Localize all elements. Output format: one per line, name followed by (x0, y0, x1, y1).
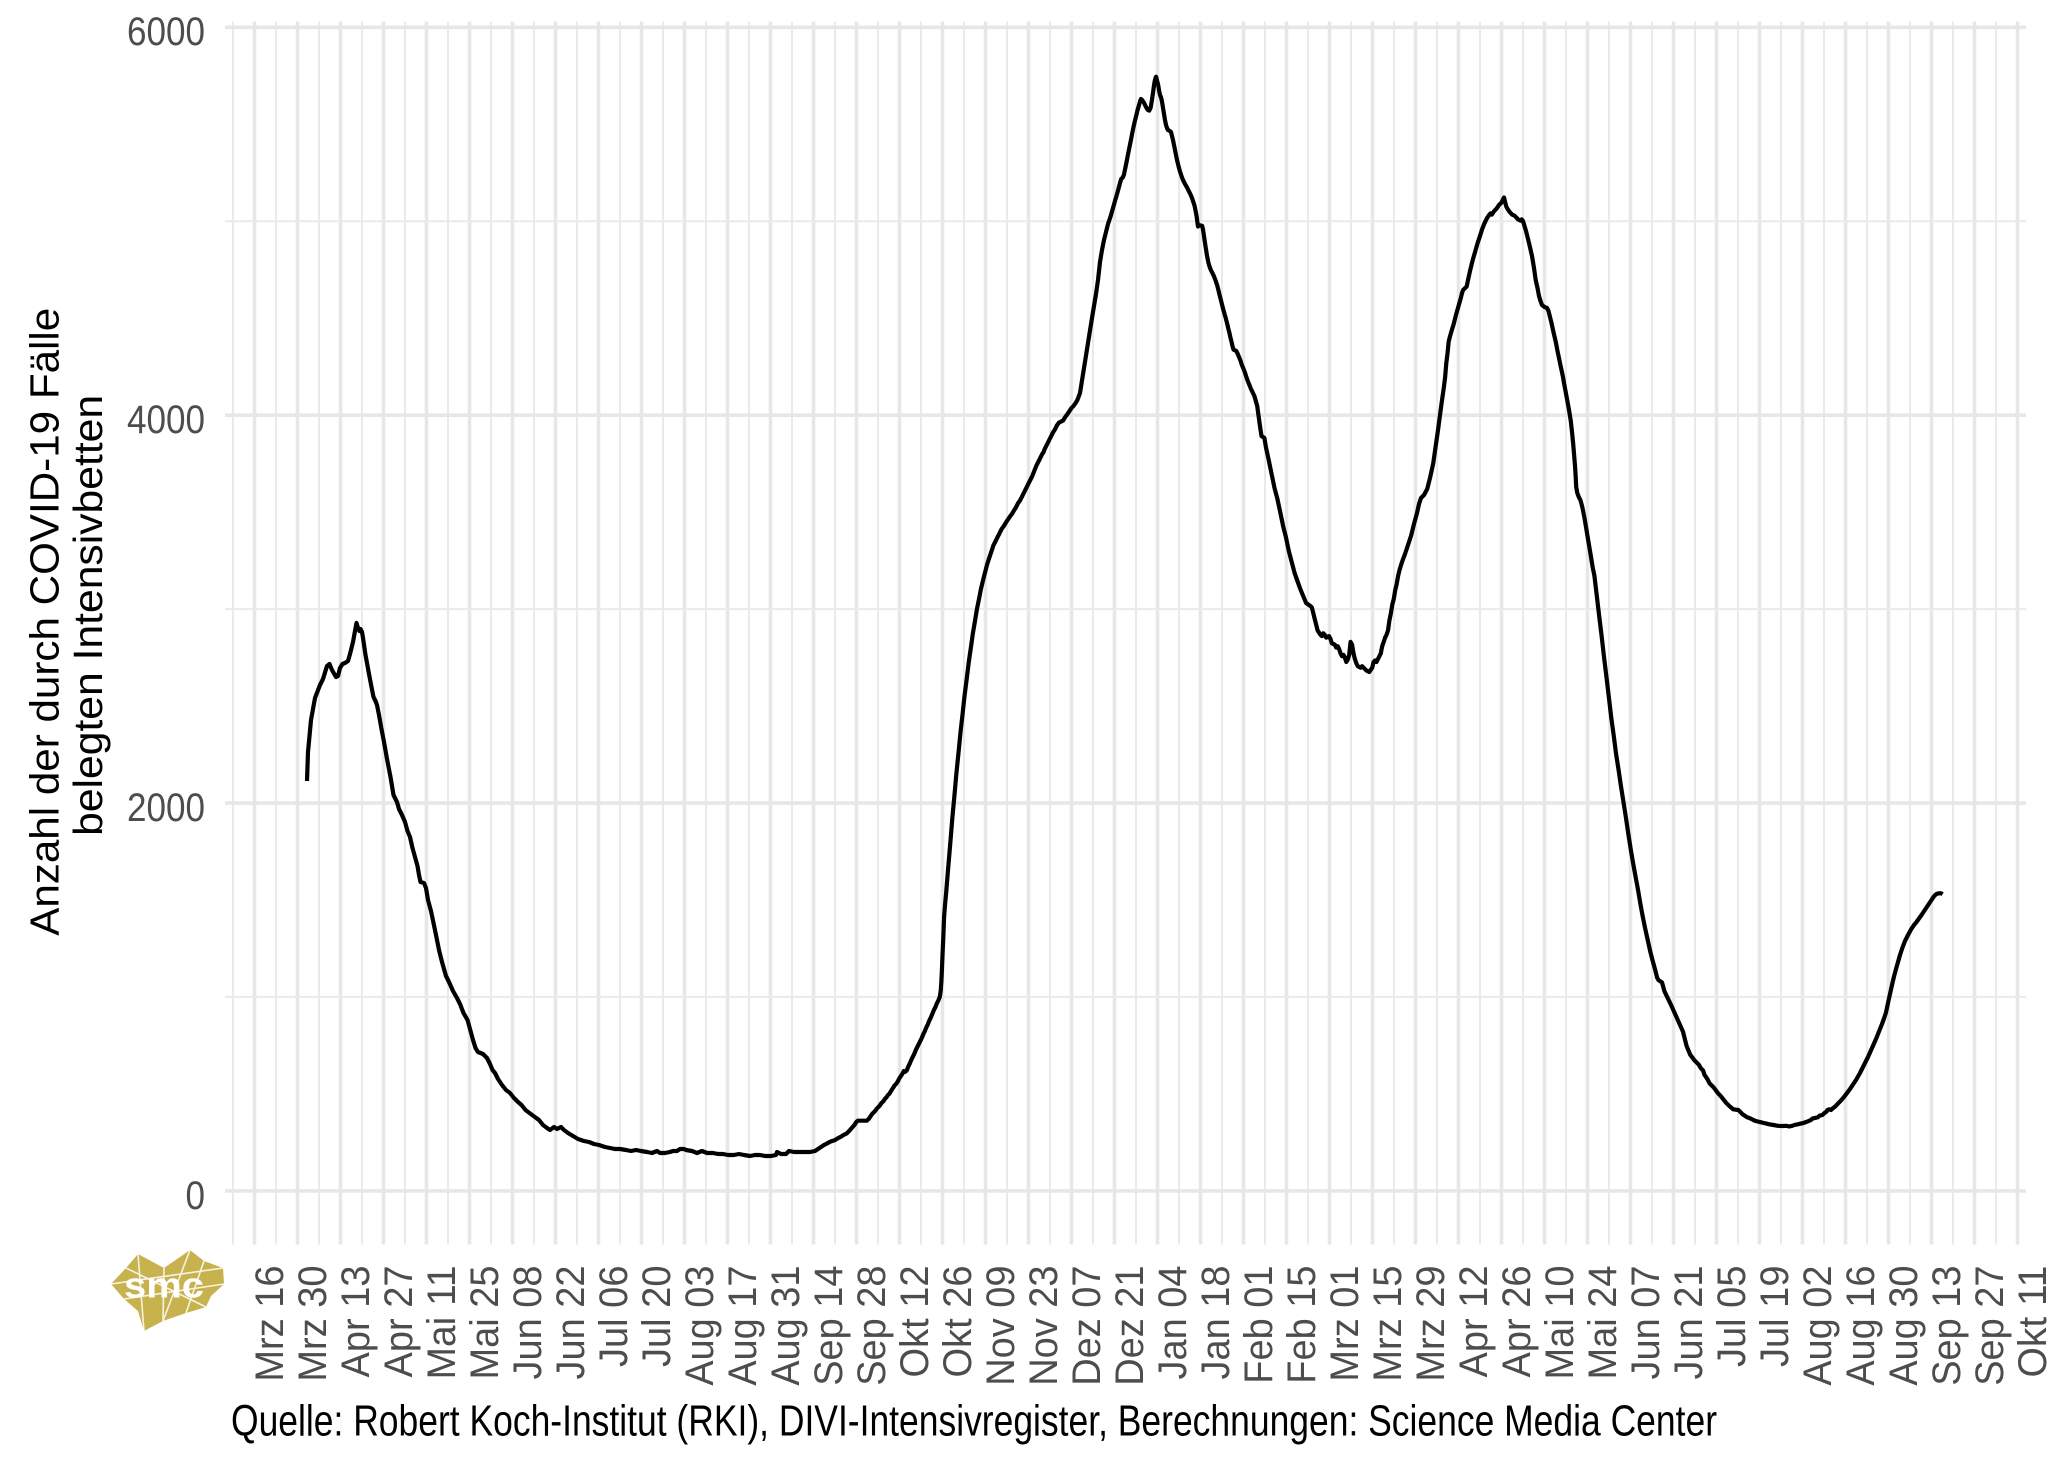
svg-text:Mrz 29: Mrz 29 (1409, 1266, 1453, 1382)
svg-text:Anzahl der durch COVID-19 Fäll: Anzahl der durch COVID-19 Fälle (22, 308, 68, 936)
svg-text:Sep 28: Sep 28 (850, 1266, 894, 1386)
svg-text:smc: smc (124, 1265, 204, 1306)
svg-text:0: 0 (186, 1174, 206, 1218)
svg-text:Jul 05: Jul 05 (1710, 1266, 1754, 1368)
svg-text:Dez 07: Dez 07 (1065, 1266, 1109, 1386)
svg-text:Aug 31: Aug 31 (764, 1266, 808, 1386)
svg-text:Aug 16: Aug 16 (1839, 1266, 1883, 1386)
svg-text:Jun 21: Jun 21 (1667, 1266, 1711, 1380)
svg-text:Dez 21: Dez 21 (1108, 1266, 1152, 1386)
svg-text:Aug 03: Aug 03 (678, 1266, 722, 1386)
svg-text:4000: 4000 (127, 398, 205, 442)
svg-text:Apr 12: Apr 12 (1452, 1266, 1496, 1378)
svg-text:Mai 10: Mai 10 (1538, 1266, 1582, 1380)
svg-text:Jun 07: Jun 07 (1624, 1266, 1668, 1380)
svg-text:Okt 12: Okt 12 (893, 1266, 937, 1378)
svg-text:Nov 09: Nov 09 (979, 1266, 1023, 1386)
svg-text:Aug 30: Aug 30 (1882, 1266, 1926, 1386)
svg-text:2000: 2000 (127, 786, 205, 830)
svg-text:Mrz 15: Mrz 15 (1366, 1266, 1410, 1382)
svg-text:Mrz 30: Mrz 30 (291, 1266, 335, 1382)
svg-text:Aug 02: Aug 02 (1796, 1266, 1840, 1386)
svg-text:Mai 24: Mai 24 (1581, 1266, 1625, 1380)
svg-text:Okt 26: Okt 26 (936, 1266, 980, 1378)
svg-text:Apr 26: Apr 26 (1495, 1266, 1539, 1378)
svg-text:Sep 27: Sep 27 (1968, 1266, 2012, 1386)
svg-text:Jul 06: Jul 06 (592, 1266, 636, 1368)
svg-text:Quelle: Robert Koch-Institut (: Quelle: Robert Koch-Institut (RKI), DIVI… (231, 1396, 1717, 1445)
svg-text:Mai 25: Mai 25 (463, 1266, 507, 1380)
svg-text:Nov 23: Nov 23 (1022, 1266, 1066, 1386)
svg-text:Mrz 16: Mrz 16 (248, 1266, 292, 1382)
svg-text:Jul 20: Jul 20 (635, 1266, 679, 1368)
svg-text:Okt 11: Okt 11 (2011, 1266, 2048, 1378)
svg-text:Mrz 01: Mrz 01 (1323, 1266, 1367, 1382)
svg-text:Sep 14: Sep 14 (807, 1266, 851, 1386)
svg-text:Jul 19: Jul 19 (1753, 1266, 1797, 1368)
svg-text:Jun 22: Jun 22 (549, 1266, 593, 1380)
svg-text:Jan 18: Jan 18 (1194, 1266, 1238, 1380)
svg-text:Feb 15: Feb 15 (1280, 1266, 1324, 1384)
svg-text:Sep 13: Sep 13 (1925, 1266, 1969, 1386)
svg-text:Apr 27: Apr 27 (377, 1266, 421, 1378)
svg-text:Mai 11: Mai 11 (420, 1266, 464, 1380)
svg-text:6000: 6000 (127, 10, 205, 54)
svg-text:Apr 13: Apr 13 (334, 1266, 378, 1378)
svg-text:belegten Intensivbetten: belegten Intensivbetten (65, 395, 111, 836)
svg-text:Jun 08: Jun 08 (506, 1266, 550, 1380)
svg-text:Jan 04: Jan 04 (1151, 1266, 1195, 1380)
svg-text:Feb 01: Feb 01 (1237, 1266, 1281, 1384)
svg-text:Aug 17: Aug 17 (721, 1266, 765, 1386)
